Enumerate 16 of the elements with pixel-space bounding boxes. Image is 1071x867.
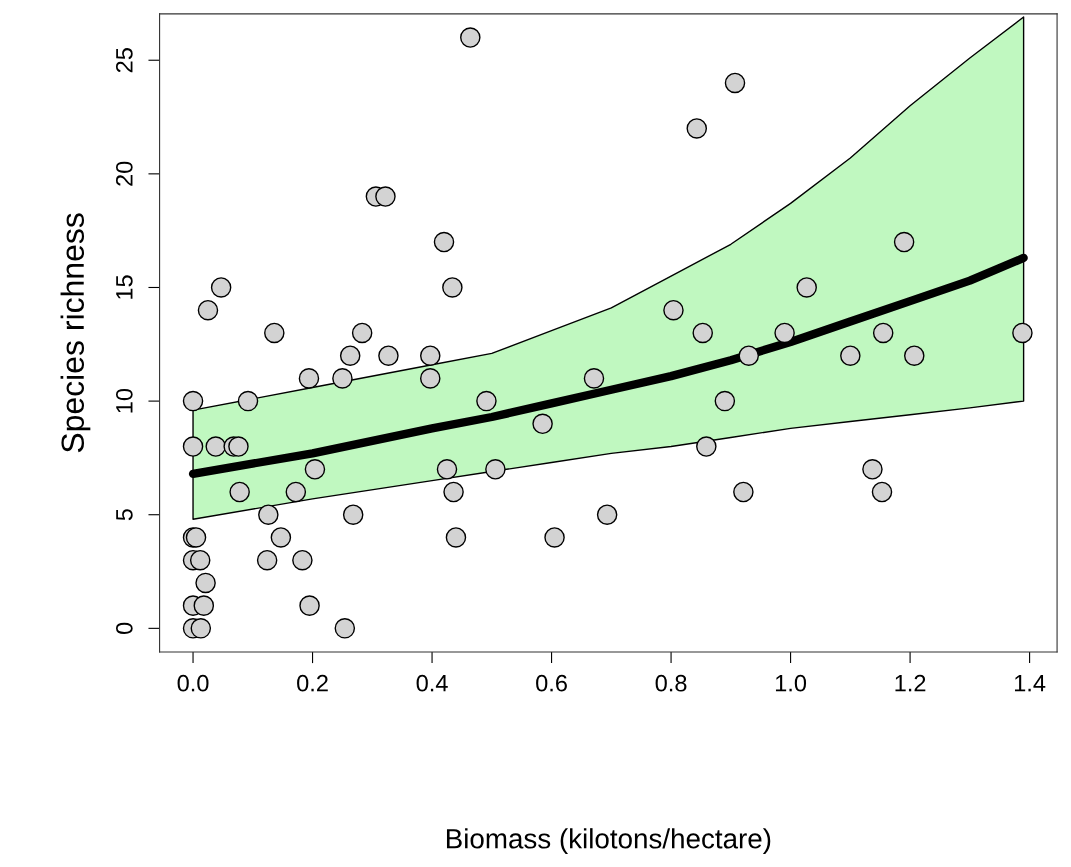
y-tick-label: 0 <box>115 622 133 634</box>
y-tick-label: 15 <box>116 275 133 299</box>
y-tick-label: 5 <box>116 509 133 521</box>
x-tick-label: 1.4 <box>1014 675 1046 692</box>
x-tick-label: 1.2 <box>895 674 926 692</box>
y-tick-label: 10 <box>115 388 133 413</box>
x-axis-title: Biomass (kilotons/hectare) <box>446 828 771 855</box>
x-tick-label: 0.6 <box>536 674 567 692</box>
x-tick-label: 0.4 <box>416 674 448 692</box>
x-tick-label: 0.2 <box>297 674 328 692</box>
y-tick-label: 20 <box>115 161 133 186</box>
x-tick-label: 1.0 <box>775 674 807 692</box>
y-axis-title: Species richness <box>60 213 91 453</box>
x-tick-label: 0.0 <box>177 674 209 692</box>
y-tick-label: 25 <box>115 48 133 73</box>
x-tick-label: 0.8 <box>655 674 687 692</box>
